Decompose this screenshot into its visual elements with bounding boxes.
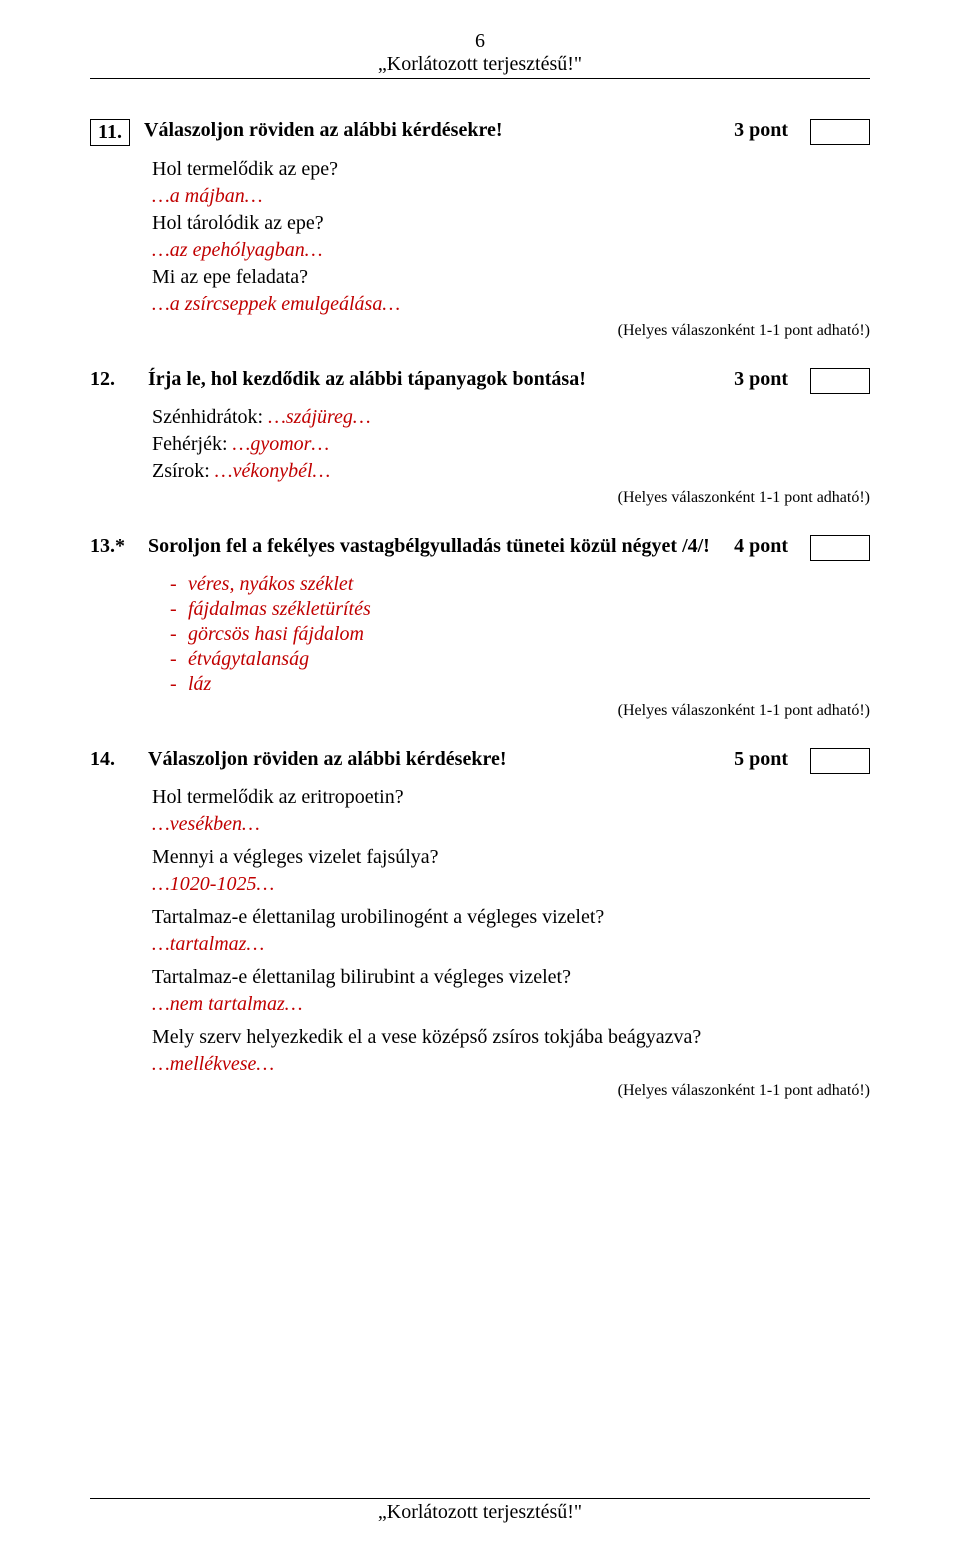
q13-bullet-3: görcsös hasi fájdalom: [170, 623, 870, 646]
q13-bullet-4: étvágytalanság: [170, 648, 870, 671]
question-14-points: 5 pont: [734, 748, 788, 771]
q13-bullet-5: láz: [170, 673, 870, 696]
q12-line3-label: Zsírok:: [152, 460, 215, 482]
question-12-head: 12. Írja le, hol kezdődik az alábbi tápa…: [90, 368, 870, 394]
q13-bullet-1: véres, nyákos széklet: [170, 573, 870, 596]
question-12-title: Írja le, hol kezdődik az alábbi tápanyag…: [148, 368, 720, 391]
question-14-head: 14. Válaszoljon röviden az alábbi kérdés…: [90, 748, 870, 774]
question-13-head: 13.* Soroljon fel a fekélyes vastagbélgy…: [90, 535, 870, 561]
q12-line1: Szénhidrátok: …szájüreg…: [152, 406, 870, 429]
footer-title: „Korlátozott terjesztésű!": [378, 1501, 582, 1523]
q14-note: (Helyes válaszonként 1-1 pont adható!): [152, 1082, 870, 1100]
q12-line2-label: Fehérjék:: [152, 433, 233, 455]
question-11-head: 11. Válaszoljon röviden az alábbi kérdés…: [90, 119, 870, 146]
question-14-title: Válaszoljon röviden az alábbi kérdésekre…: [148, 748, 720, 771]
q12-line1-answer: …szájüreg…: [268, 406, 371, 428]
question-11-points: 3 pont: [734, 119, 788, 142]
q11-line1-question: Hol termelődik az epe?: [152, 158, 870, 181]
q12-line2-answer: …gyomor…: [233, 433, 330, 455]
question-11-body: Hol termelődik az epe? …a májban… Hol tá…: [152, 158, 870, 340]
q14-line2-question: Mennyi a végleges vizelet fajsúlya?: [152, 846, 870, 869]
question-13-number: 13.*: [90, 535, 134, 558]
question-14-number: 14.: [90, 748, 134, 771]
q13-note: (Helyes válaszonként 1-1 pont adható!): [152, 702, 870, 720]
page-number: 6: [90, 30, 870, 53]
q14-line1-answer: …vesékben…: [152, 813, 870, 836]
q11-line2-answer: …az epehólyagban…: [152, 239, 870, 262]
question-13-body: véres, nyákos széklet fájdalmas székletü…: [152, 573, 870, 720]
page-footer: „Korlátozott terjesztésű!": [90, 1498, 870, 1524]
q14-line2-answer: …1020-1025…: [152, 873, 870, 896]
question-12-points: 3 pont: [734, 368, 788, 391]
question-11-score-box[interactable]: [810, 119, 870, 145]
question-14-score-box[interactable]: [810, 748, 870, 774]
q12-note: (Helyes válaszonként 1-1 pont adható!): [152, 489, 870, 507]
question-13-points: 4 pont: [734, 535, 788, 558]
header-title: „Korlátozott terjesztésű!": [90, 53, 870, 76]
page-header: 6 „Korlátozott terjesztésű!": [90, 30, 870, 79]
q11-line3-question: Mi az epe feladata?: [152, 266, 870, 289]
q12-line3-answer: …vékonybél…: [215, 460, 331, 482]
q12-line1-label: Szénhidrátok:: [152, 406, 268, 428]
q14-line4-question: Tartalmaz-e élettanilag bilirubint a vég…: [152, 966, 870, 989]
question-13-score-box[interactable]: [810, 535, 870, 561]
question-14: 14. Válaszoljon röviden az alábbi kérdés…: [90, 748, 870, 1100]
question-11-number: 11.: [90, 119, 130, 146]
q14-line3-answer: …tartalmaz…: [152, 933, 870, 956]
q13-bullets: véres, nyákos széklet fájdalmas székletü…: [170, 573, 870, 696]
question-12-body: Szénhidrátok: …szájüreg… Fehérjék: …gyom…: [152, 406, 870, 507]
question-14-body: Hol termelődik az eritropoetin? …vesékbe…: [152, 786, 870, 1100]
question-11-title: Válaszoljon röviden az alábbi kérdésekre…: [144, 119, 720, 142]
q14-line5-answer: …mellékvese…: [152, 1053, 870, 1076]
question-13-title: Soroljon fel a fekélyes vastagbélgyullad…: [148, 535, 720, 558]
q11-line1-answer: …a májban…: [152, 185, 870, 208]
question-12: 12. Írja le, hol kezdődik az alábbi tápa…: [90, 368, 870, 507]
q12-line3: Zsírok: …vékonybél…: [152, 460, 870, 483]
question-12-score-box[interactable]: [810, 368, 870, 394]
q14-line5-question: Mely szerv helyezkedik el a vese középső…: [152, 1026, 870, 1049]
q12-line2: Fehérjék: …gyomor…: [152, 433, 870, 456]
q14-line4-answer: …nem tartalmaz…: [152, 993, 870, 1016]
q11-note: (Helyes válaszonként 1-1 pont adható!): [152, 322, 870, 340]
question-13: 13.* Soroljon fel a fekélyes vastagbélgy…: [90, 535, 870, 720]
question-12-number: 12.: [90, 368, 134, 391]
q11-line2-question: Hol tárolódik az epe?: [152, 212, 870, 235]
q11-line3-answer: …a zsírcseppek emulgeálása…: [152, 293, 870, 316]
q14-line1-question: Hol termelődik az eritropoetin?: [152, 786, 870, 809]
q14-line3-question: Tartalmaz-e élettanilag urobilinogént a …: [152, 906, 870, 929]
question-11: 11. Válaszoljon röviden az alábbi kérdés…: [90, 119, 870, 340]
q13-bullet-2: fájdalmas székletürítés: [170, 598, 870, 621]
